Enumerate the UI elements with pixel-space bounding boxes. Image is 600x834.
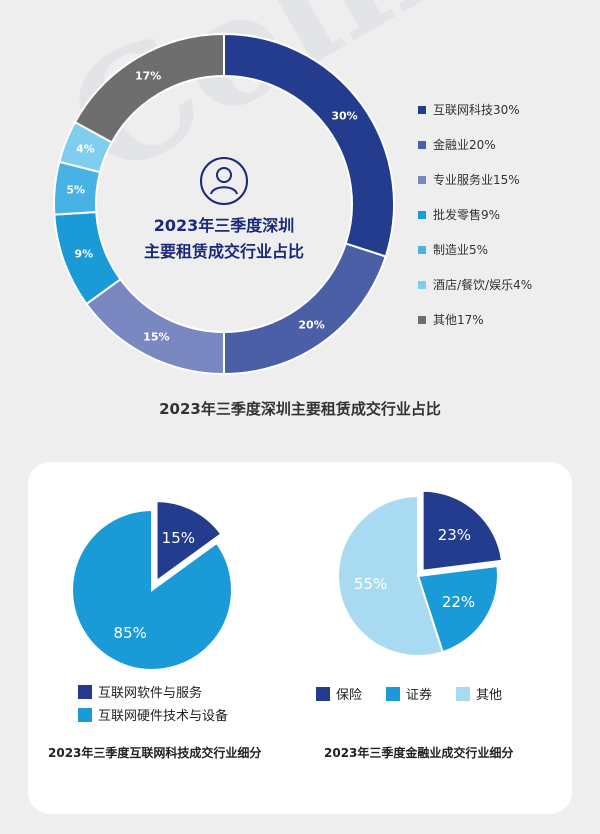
internet-subchart-caption: 2023年三季度互联网科技成交行业细分: [48, 746, 262, 760]
finance-pie-slice-0: [421, 489, 504, 572]
internet-pie-value-label: 15%: [161, 529, 195, 548]
legend-label: 保险: [336, 688, 363, 703]
legend-label: 互联网硬件技术与设备: [98, 709, 229, 724]
subchart-card: 15% 85% 23% 22% 55% 互联网软件与服务互联网硬件技术与设备 保险 证券 其他…: [28, 462, 572, 814]
donut-value-label: 9%: [74, 247, 94, 261]
donut-value-label: 17%: [134, 69, 162, 83]
internet-pie-slice-1: [71, 508, 233, 671]
finance-pie-slice-1: [416, 564, 499, 654]
legend-swatch: [418, 140, 426, 149]
donut-slice-6: [73, 32, 225, 144]
legend-item: 批发零售9%: [418, 197, 532, 232]
finance-pie-value-label: 55%: [353, 574, 388, 593]
legend-label: 专业服务业15%: [433, 173, 520, 187]
legend-swatch: [78, 684, 92, 699]
legend-item: 制造业5%: [418, 232, 532, 267]
industry-donut-chart: [53, 32, 395, 376]
legend-swatch: [418, 175, 426, 184]
legend-label: 制造业5%: [433, 243, 489, 257]
donut-slice-2: [85, 277, 225, 376]
subchart-pies: [71, 489, 504, 671]
donut-center-title-line2: 主要租赁成交行业占比: [143, 242, 304, 261]
legend-label: 批发零售9%: [433, 208, 501, 222]
legend-swatch: [418, 245, 426, 254]
legend-swatch: [456, 686, 470, 701]
donut-value-label: 4%: [76, 142, 95, 156]
legend-label: 其他17%: [433, 313, 484, 327]
legend-swatch: [386, 686, 400, 701]
legend-label: 金融业20%: [433, 138, 496, 152]
legend-swatch: [316, 686, 330, 701]
internet-pie-value-label: 85%: [113, 623, 147, 642]
legend-label: 证券: [406, 688, 433, 703]
internet-pie-slice-0: [155, 500, 223, 584]
donut-value-label: 30%: [331, 109, 358, 123]
legend-item: 专业服务业15%: [418, 162, 532, 197]
legend-swatch: [418, 280, 426, 289]
legend-swatch: [418, 210, 426, 219]
finance-legend-item: 证券: [386, 684, 432, 703]
legend-swatch: [78, 707, 92, 722]
donut-slice-1: [223, 242, 387, 376]
donut-value-label: 5%: [66, 183, 85, 197]
finance-pie-value-label: 22%: [441, 592, 476, 611]
legend-item: 互联网科技30%: [418, 92, 532, 127]
legend-item: 其他17%: [418, 302, 532, 337]
legend-item: 金融业20%: [418, 127, 532, 162]
internet-legend-item: 互联网软件与服务: [78, 682, 202, 701]
legend-label: 互联网科技30%: [433, 103, 520, 117]
legend-label: 互联网软件与服务: [98, 686, 203, 701]
donut-value-label: 15%: [143, 330, 170, 344]
internet-legend-item: 互联网硬件技术与设备: [78, 705, 228, 724]
user-icon: [200, 157, 248, 205]
finance-pie-value-label: 23%: [437, 525, 472, 544]
legend-label: 其他: [476, 688, 503, 703]
donut-center-title-line1: 2023年三季度深圳: [153, 216, 295, 235]
finance-legend-item: 保险: [316, 684, 362, 703]
finance-pie-slice-2: [337, 494, 444, 657]
donut-legend: 互联网科技30% 金融业20% 专业服务业15% 批发零售9% 制造业5% 酒店/餐饮/娱…: [418, 92, 532, 337]
legend-item: 酒店/餐饮/娱乐4%: [418, 267, 532, 302]
finance-subchart-caption: 2023年三季度金融业成交行业细分: [324, 746, 514, 760]
donut-value-label: 20%: [298, 318, 325, 332]
legend-label: 酒店/餐饮/娱乐4%: [433, 278, 533, 292]
finance-legend-item: 其他: [456, 684, 502, 703]
legend-swatch: [418, 315, 426, 324]
legend-swatch: [418, 105, 426, 114]
main-chart-caption: 2023年三季度深圳主要租赁成交行业占比: [159, 400, 441, 418]
